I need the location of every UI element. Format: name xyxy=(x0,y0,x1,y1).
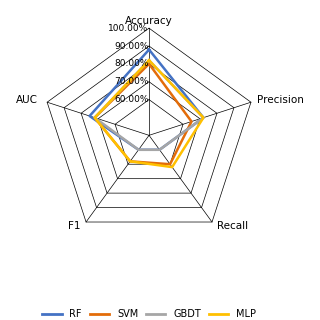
Text: Accuracy: Accuracy xyxy=(125,16,173,26)
Text: 100.00%: 100.00% xyxy=(108,24,148,33)
Text: Recall: Recall xyxy=(217,221,249,231)
Legend: RF, SVM, GBDT, MLP: RF, SVM, GBDT, MLP xyxy=(38,306,260,320)
Text: 70.00%: 70.00% xyxy=(114,77,148,86)
Text: F1: F1 xyxy=(68,221,81,231)
Text: Precision: Precision xyxy=(257,95,304,105)
Text: 80.00%: 80.00% xyxy=(114,60,148,68)
Text: AUC: AUC xyxy=(15,95,37,105)
Text: 60.00%: 60.00% xyxy=(114,95,148,104)
Text: 90.00%: 90.00% xyxy=(114,42,148,51)
